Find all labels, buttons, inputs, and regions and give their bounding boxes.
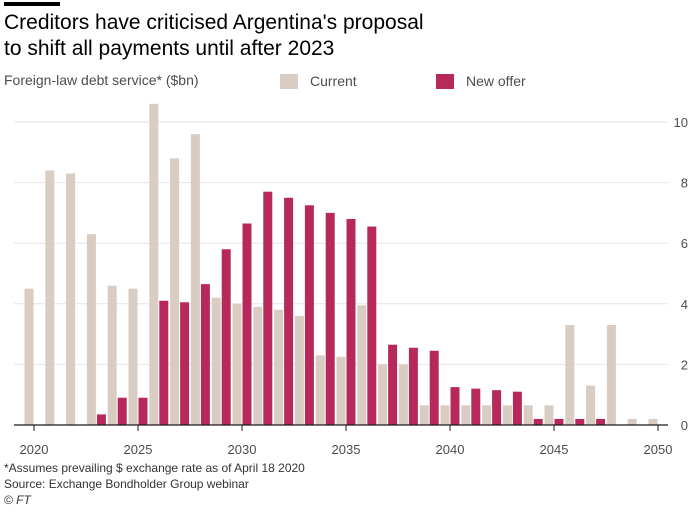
y-tick-label: 0 (681, 418, 688, 433)
y-tick-label: 4 (681, 297, 688, 312)
bar-new-offer (221, 249, 231, 425)
bar-new-offer (388, 344, 398, 425)
bar-current (232, 303, 242, 425)
bar-current (315, 355, 325, 425)
legend-swatch-current (280, 74, 298, 89)
x-tick-label: 2025 (124, 442, 153, 457)
bar-new-offer (408, 347, 418, 425)
credit: © FT (4, 493, 31, 507)
brand-bar (4, 2, 60, 6)
bar-current (606, 325, 616, 425)
bar-new-offer (159, 300, 169, 425)
bar-current (398, 364, 408, 425)
legend-label-current: Current (310, 73, 357, 89)
source: Source: Exchange Bondholder Group webina… (4, 477, 249, 491)
bar-current (482, 405, 492, 425)
bar-current (357, 305, 367, 425)
bar-new-offer (575, 418, 585, 425)
bar-current (107, 285, 117, 425)
y-tick-label: 8 (681, 176, 688, 191)
bar-current (586, 385, 596, 425)
y-tick-label: 10 (674, 115, 688, 130)
bar-current (253, 306, 263, 425)
legend-label-new-offer: New offer (466, 73, 526, 89)
bar-new-offer (180, 302, 190, 425)
bar-current (419, 405, 429, 425)
bar-current (648, 418, 658, 425)
bar-current (502, 405, 512, 425)
bar-current (128, 288, 138, 425)
bar-new-offer (284, 197, 294, 425)
x-tick-label: 2030 (228, 442, 257, 457)
bar-new-offer (138, 397, 148, 425)
legend-swatch-new-offer (436, 74, 454, 89)
bar-new-offer (596, 418, 606, 425)
bar-new-offer (200, 284, 210, 425)
chart-title-line-1: Creditors have criticised Argentina's pr… (4, 11, 424, 34)
bar-current (170, 158, 180, 426)
bar-current (24, 288, 34, 425)
bar-new-offer (346, 218, 356, 425)
bar-current (211, 297, 221, 425)
chart-title-line-2: to shift all payments until after 2023 (4, 37, 335, 60)
y-tick-label: 6 (681, 236, 688, 251)
chart-title: Creditors have criticised Argentina's pr… (4, 10, 604, 62)
bar-current (565, 325, 575, 425)
bar-new-offer (429, 350, 439, 425)
bar-current (45, 170, 55, 425)
x-tick-label: 2020 (20, 442, 49, 457)
x-tick-label: 2040 (436, 442, 465, 457)
bar-new-offer (242, 223, 252, 425)
bar-new-offer (512, 391, 522, 425)
bar-new-offer (304, 205, 314, 425)
y-tick-label: 2 (681, 357, 688, 372)
bar-new-offer (554, 418, 564, 425)
bar-current (294, 315, 304, 425)
bar-new-offer (263, 191, 273, 425)
x-tick-label: 2035 (332, 442, 361, 457)
bar-current (66, 173, 76, 425)
bar-current (190, 134, 200, 425)
bar-current (336, 356, 346, 425)
bar-current (440, 405, 450, 425)
footnote: *Assumes prevailing $ exchange rate as o… (4, 461, 305, 475)
bar-current (523, 405, 533, 425)
bar-new-offer (450, 387, 460, 425)
bar-current (149, 103, 159, 425)
bar-current (627, 418, 637, 425)
bar-new-offer (325, 212, 335, 425)
bar-current (544, 405, 554, 425)
bar-current (86, 234, 96, 425)
bar-new-offer (367, 226, 377, 425)
y-axis-label: Foreign-law debt service* ($bn) (4, 72, 199, 88)
bar-new-offer (533, 418, 543, 425)
x-tick-label: 2050 (644, 442, 673, 457)
bar-current (378, 364, 388, 425)
bar-new-offer (117, 397, 127, 425)
bar-current (461, 405, 471, 425)
x-tick-label: 2045 (540, 442, 569, 457)
bar-current (274, 309, 284, 425)
bar-new-offer (492, 390, 502, 425)
bar-new-offer (471, 388, 481, 425)
bar-new-offer (96, 414, 106, 425)
